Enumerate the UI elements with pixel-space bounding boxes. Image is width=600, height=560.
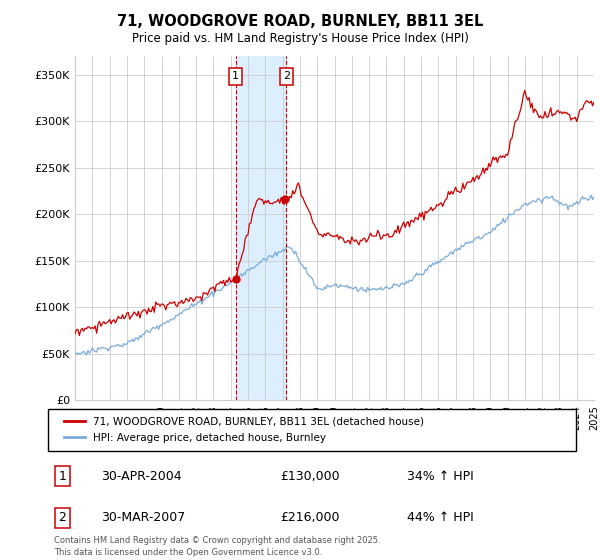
Legend: 71, WOODGROVE ROAD, BURNLEY, BB11 3EL (detached house), HPI: Average price, deta: 71, WOODGROVE ROAD, BURNLEY, BB11 3EL (d… xyxy=(58,412,429,448)
Text: 2: 2 xyxy=(59,511,67,524)
Text: 34% ↑ HPI: 34% ↑ HPI xyxy=(407,469,474,483)
Bar xyxy=(236,56,286,400)
Text: 1: 1 xyxy=(59,469,67,483)
Text: 71, WOODGROVE ROAD, BURNLEY, BB11 3EL: 71, WOODGROVE ROAD, BURNLEY, BB11 3EL xyxy=(117,14,483,29)
Text: Price paid vs. HM Land Registry's House Price Index (HPI): Price paid vs. HM Land Registry's House … xyxy=(131,32,469,45)
Text: 2: 2 xyxy=(283,72,290,81)
Text: 30-APR-2004: 30-APR-2004 xyxy=(101,469,181,483)
Text: 44% ↑ HPI: 44% ↑ HPI xyxy=(407,511,474,524)
Text: 30-MAR-2007: 30-MAR-2007 xyxy=(101,511,185,524)
Text: £216,000: £216,000 xyxy=(280,511,340,524)
Text: Contains HM Land Registry data © Crown copyright and database right 2025.
This d: Contains HM Land Registry data © Crown c… xyxy=(54,536,380,557)
Text: 1: 1 xyxy=(232,72,239,81)
Text: £130,000: £130,000 xyxy=(280,469,340,483)
